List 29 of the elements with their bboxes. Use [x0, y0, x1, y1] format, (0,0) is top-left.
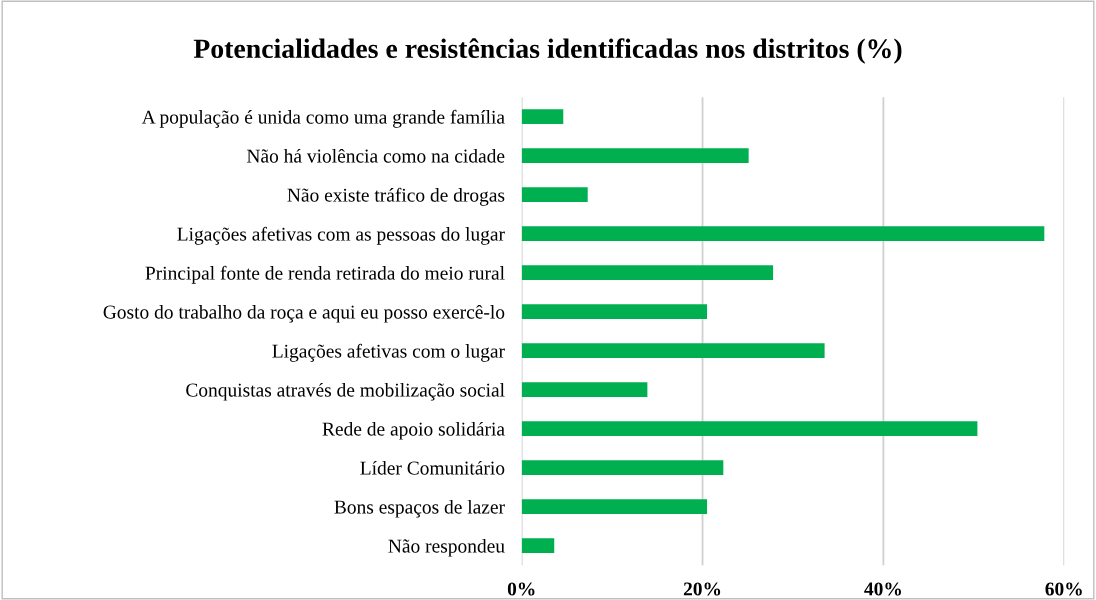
y-tick-label: Gosto do trabalho da roça e aqui eu posso exercê-lo	[103, 304, 505, 323]
y-tick-label: Rede de apoio solidária	[322, 421, 505, 440]
bar	[521, 226, 1045, 242]
bar	[521, 265, 774, 281]
bar	[521, 382, 648, 398]
bar	[521, 460, 724, 476]
x-tick-label: 0%	[507, 582, 535, 596]
y-tick-label: A população é unida como uma grande família	[141, 109, 505, 128]
y-tick-label: Ligações afetivas com as pessoas do lugar	[177, 226, 505, 245]
y-tick-label: Principal fonte de renda retirada do meio rural	[145, 265, 505, 284]
bar	[521, 343, 825, 359]
bar	[521, 421, 978, 437]
y-tick-label: Não há violência como na cidade	[246, 148, 505, 163]
x-tick-label: 20%	[683, 582, 721, 596]
y-tick-label: Líder Comunitário	[360, 460, 505, 475]
y-tick-label: Não respondeu	[388, 538, 505, 557]
bar	[521, 538, 555, 554]
y-tick-label: Ligações afetivas com o lugar	[272, 343, 505, 362]
bar	[521, 148, 749, 164]
bar	[521, 304, 708, 320]
bar	[521, 109, 564, 125]
bar	[521, 499, 708, 515]
y-tick-label: Não existe tráfico de drogas	[287, 187, 505, 206]
y-tick-label: Conquistas através de mobilização social	[186, 382, 505, 401]
bar	[521, 187, 588, 203]
y-tick-label: Bons espaços de lazer	[334, 499, 505, 518]
x-tick-label: 40%	[864, 582, 901, 596]
x-tick-label: 60%	[1045, 582, 1082, 596]
chart-title: Potencialidades e resistências identificadas nos distritos (%)	[193, 38, 902, 64]
